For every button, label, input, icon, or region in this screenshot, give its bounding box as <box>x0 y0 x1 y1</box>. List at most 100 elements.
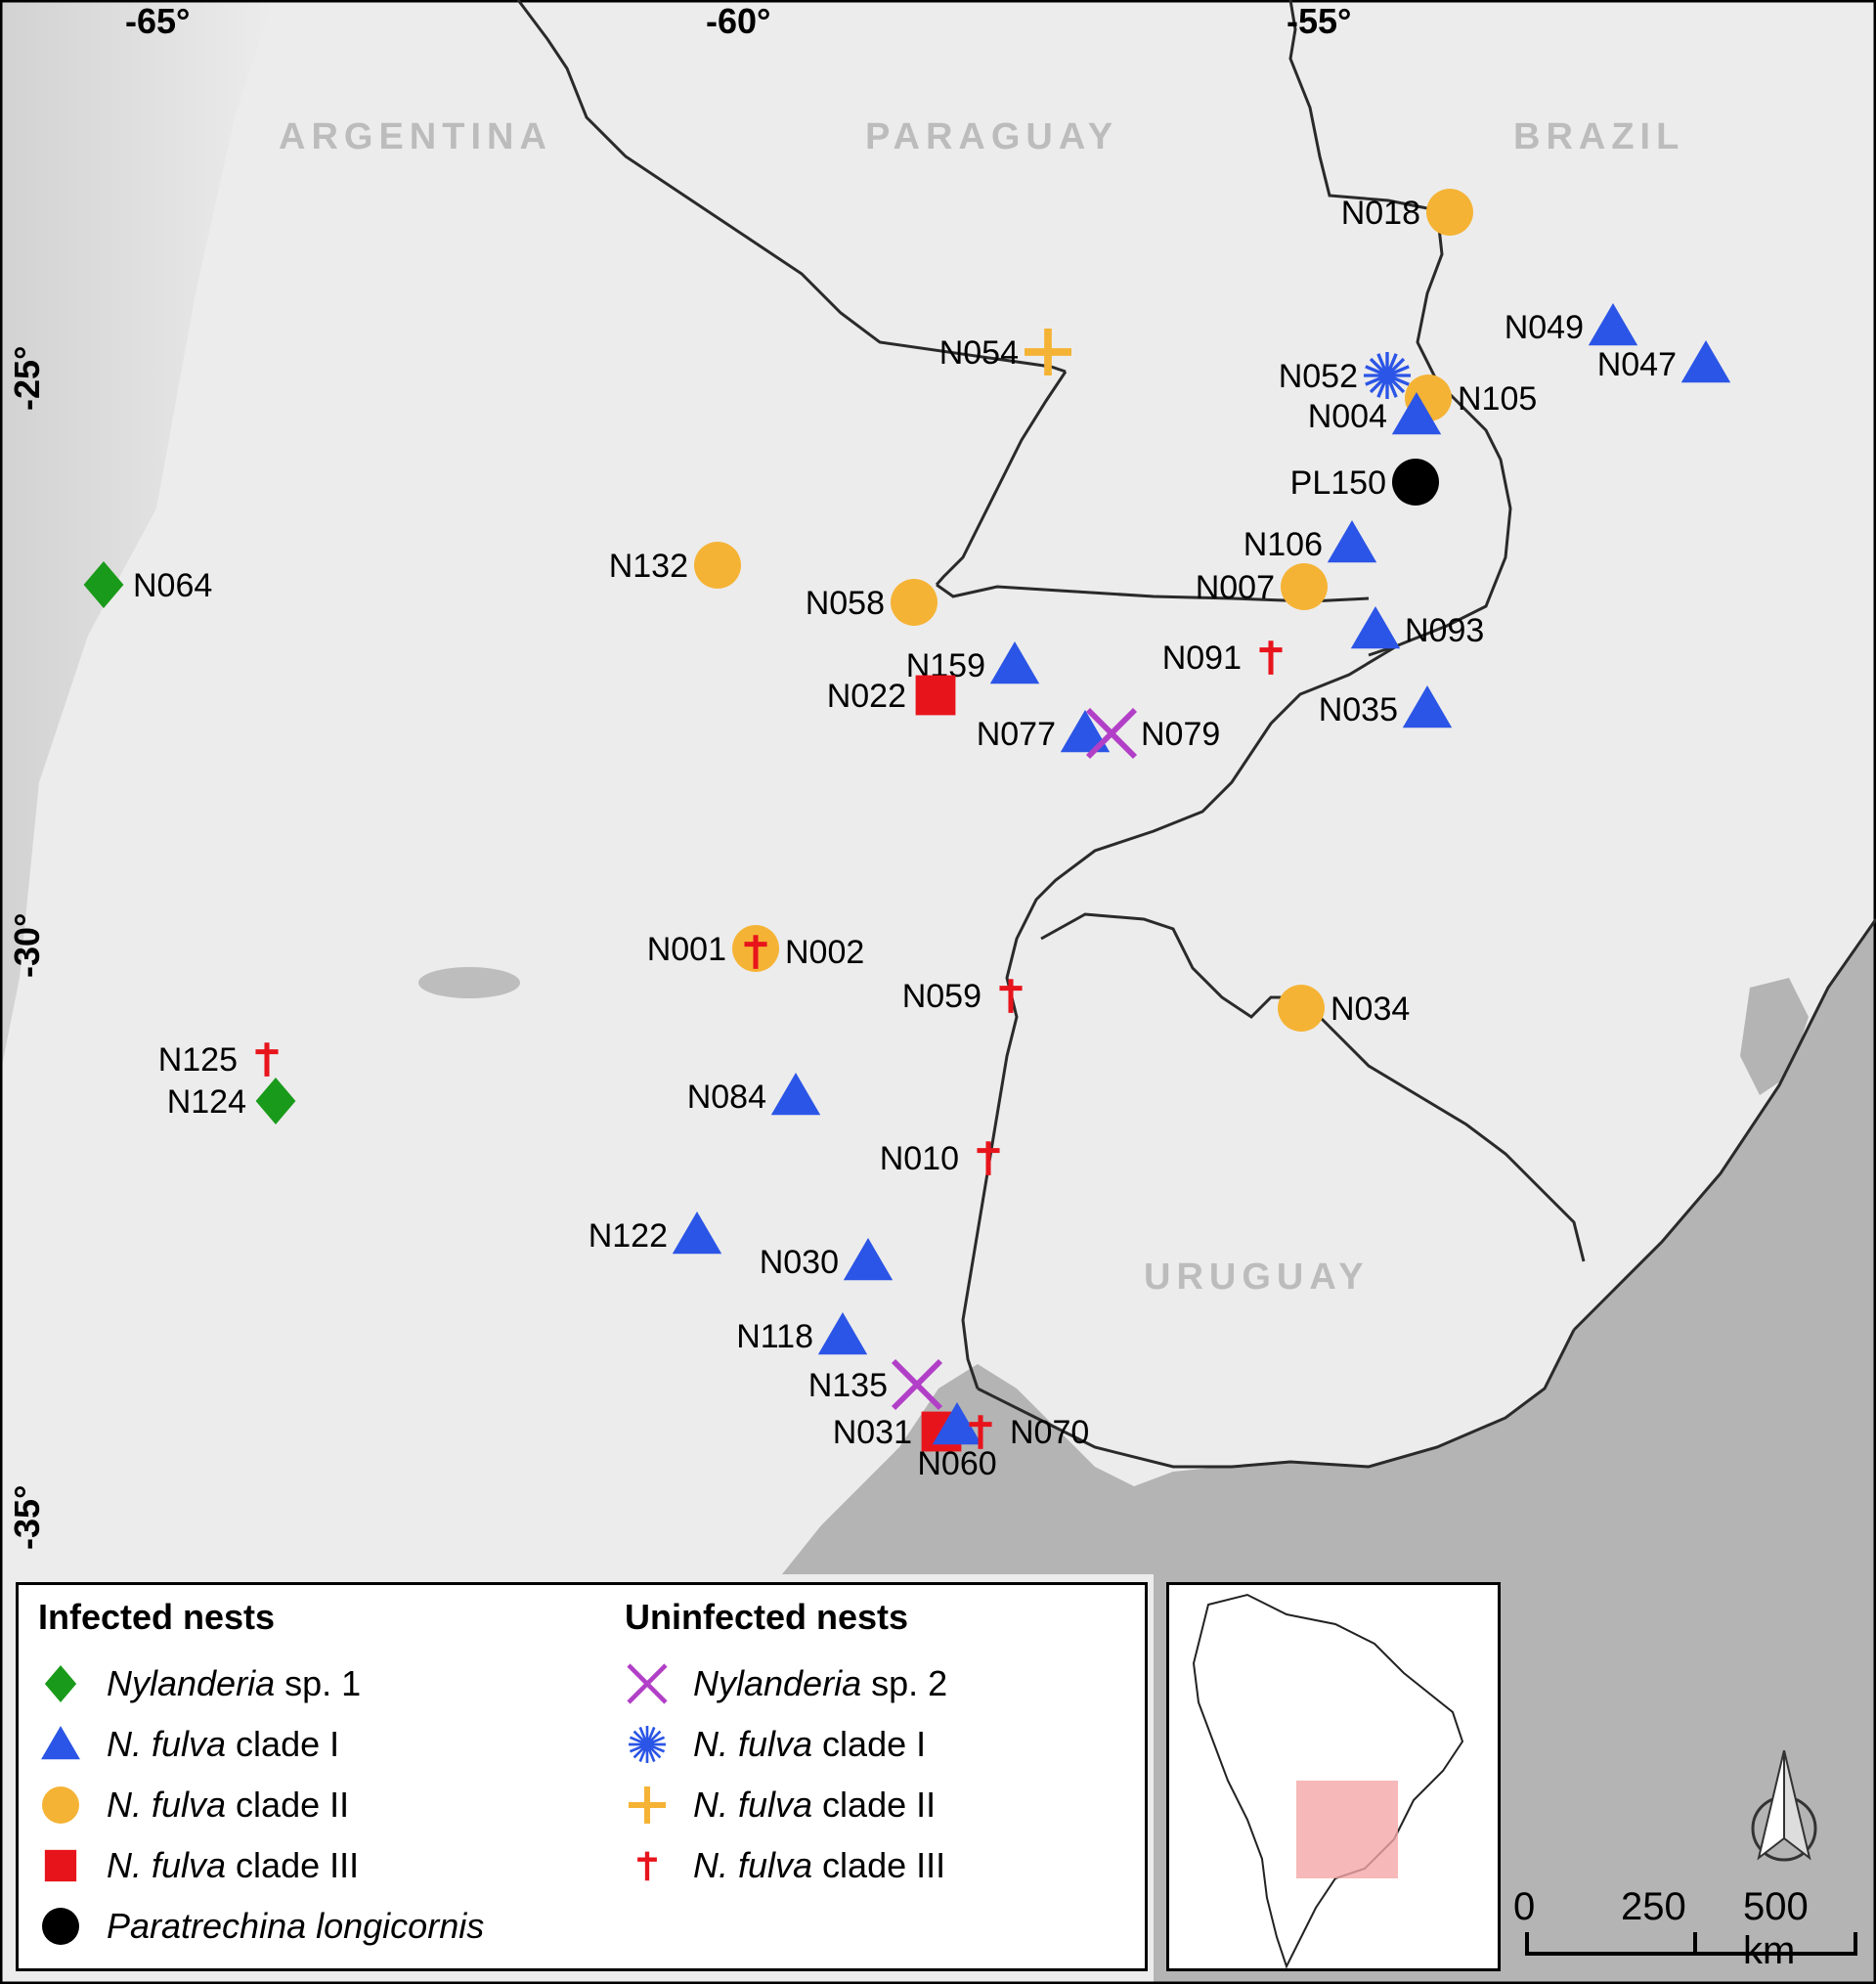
site-label-n031: N031 <box>833 1414 912 1451</box>
legend-label: Nylanderia sp. 2 <box>693 1663 948 1703</box>
site-label-n132: N132 <box>609 548 688 585</box>
legend-uninfected-title: Uninfected nests <box>625 1597 909 1637</box>
lat-label-30: -30° <box>7 913 47 978</box>
site-label-n070: N070 <box>1010 1414 1089 1451</box>
site-label-n022: N022 <box>827 678 906 715</box>
graticule: -65° -60° -55° -25° -30° -35° <box>7 1 1351 1550</box>
site-marker-n004 <box>1391 392 1442 435</box>
inset-map <box>1166 1582 1501 1971</box>
legend-symbol-circle <box>42 1786 79 1824</box>
site-label-n030: N030 <box>760 1244 839 1281</box>
site-marker-n049 <box>1588 303 1638 346</box>
site-label-n079: N079 <box>1141 716 1220 753</box>
cross-marker <box>637 1851 657 1881</box>
site-marker-n064 <box>83 561 124 608</box>
site-marker-n030 <box>843 1238 894 1281</box>
square-marker <box>44 1849 77 1882</box>
lon-label-55: -55° <box>1287 1 1351 41</box>
diamond-marker <box>44 1665 77 1702</box>
legend-label: N. fulva clade I <box>693 1724 927 1764</box>
legend-label: N. fulva clade III <box>693 1845 946 1885</box>
border-parana <box>961 643 1399 1389</box>
site-marker-n070 <box>969 1415 992 1449</box>
site-label-n002: N002 <box>785 934 864 971</box>
site-label-n060: N060 <box>917 1445 996 1482</box>
site-label-n049: N049 <box>1505 309 1584 346</box>
country-label-uruguay: URUGUAY <box>1144 1257 1370 1298</box>
site-label-n124: N124 <box>167 1083 246 1121</box>
north-arrow-icon <box>1751 1750 1817 1862</box>
site-label-n135: N135 <box>808 1367 888 1404</box>
site-marker-n060 <box>932 1402 982 1445</box>
site-marker-n007 <box>1281 563 1328 610</box>
rio-de-la-plata <box>968 1389 1095 1506</box>
site-marker-n084 <box>770 1073 821 1116</box>
lagoon-patos <box>1740 978 1809 1095</box>
site-marker-n159 <box>989 641 1040 684</box>
site-label-n035: N035 <box>1319 691 1398 728</box>
legend-label: N. fulva clade II <box>693 1785 937 1825</box>
site-label-n084: N084 <box>687 1079 766 1116</box>
country-label-paraguay: PARAGUAY <box>865 116 1118 157</box>
legend-symbol-circle <box>42 1908 79 1945</box>
lat-label-25: -25° <box>7 346 47 411</box>
site-marker-n125 <box>255 1042 279 1077</box>
x-marker <box>627 1663 668 1704</box>
site-marker-n058 <box>891 579 938 626</box>
site-label-n064: N064 <box>133 567 212 604</box>
site-label-n047: N047 <box>1597 346 1677 383</box>
site-marker-n079 <box>1085 707 1138 760</box>
site-label-n004: N004 <box>1308 398 1387 435</box>
circle-marker <box>42 1908 79 1945</box>
country-label-argentina: ARGENTINA <box>279 116 552 157</box>
site-marker-n022 <box>915 675 956 716</box>
site-label-n007: N007 <box>1196 569 1275 606</box>
legend-label: N. fulva clade III <box>107 1845 360 1885</box>
scale-label-250: 250 <box>1621 1885 1686 1928</box>
site-markers: N018 N054 N052 N105 N004 N049 N047 PL150 N106 N00… <box>83 189 1731 1482</box>
site-label-n001: N001 <box>647 931 726 968</box>
legend-label: Paratrechina longicornis <box>107 1906 485 1946</box>
andes-relief <box>0 0 274 1076</box>
uruguay-coast <box>977 1329 1576 1469</box>
atlantic-ocean <box>782 919 1876 1984</box>
site-marker-n018 <box>1426 189 1473 236</box>
site-label-pl150: PL150 <box>1290 464 1386 502</box>
border-argentina-paraguay-north <box>516 0 1067 374</box>
lat-label-35: -35° <box>7 1485 47 1550</box>
scale-bar-line <box>1525 1932 1857 1956</box>
site-label-n034: N034 <box>1331 991 1410 1028</box>
inset-svg <box>1192 1593 1464 1968</box>
site-marker-n059 <box>999 979 1023 1013</box>
site-label-n018: N018 <box>1341 195 1420 232</box>
border-pilcomayo <box>935 371 1068 586</box>
inset-highlight <box>1296 1781 1398 1878</box>
site-marker-n093 <box>1350 606 1401 649</box>
star-marker <box>629 1726 666 1763</box>
legend-symbol-square <box>44 1849 77 1882</box>
site-label-n091: N091 <box>1162 639 1242 677</box>
scale-bar: 0 250 500 km <box>1513 1885 1865 1972</box>
plus-marker <box>629 1786 666 1824</box>
triangle-marker <box>41 1726 80 1760</box>
legend-symbol-cross <box>637 1851 657 1881</box>
site-label-n106: N106 <box>1243 526 1323 563</box>
atlantic-coast <box>1572 918 1876 1332</box>
site-label-n093: N093 <box>1405 612 1484 649</box>
site-label-n125: N125 <box>158 1041 238 1079</box>
site-marker-n054 <box>1025 329 1071 375</box>
site-marker-n047 <box>1680 340 1731 383</box>
site-label-n077: N077 <box>977 716 1056 753</box>
legend-symbol-plus <box>629 1786 666 1824</box>
site-marker-n002 <box>744 935 767 969</box>
site-marker-n118 <box>817 1312 868 1355</box>
site-marker-n091 <box>1259 640 1283 675</box>
site-marker-n034 <box>1278 985 1325 1032</box>
site-label-n059: N059 <box>902 978 982 1015</box>
legend-symbol-diamond <box>44 1665 77 1702</box>
site-marker-n122 <box>672 1212 722 1255</box>
country-label-brazil: BRAZIL <box>1513 116 1684 157</box>
site-marker-n135 <box>891 1358 943 1411</box>
legend-symbol-triangle <box>41 1726 80 1760</box>
